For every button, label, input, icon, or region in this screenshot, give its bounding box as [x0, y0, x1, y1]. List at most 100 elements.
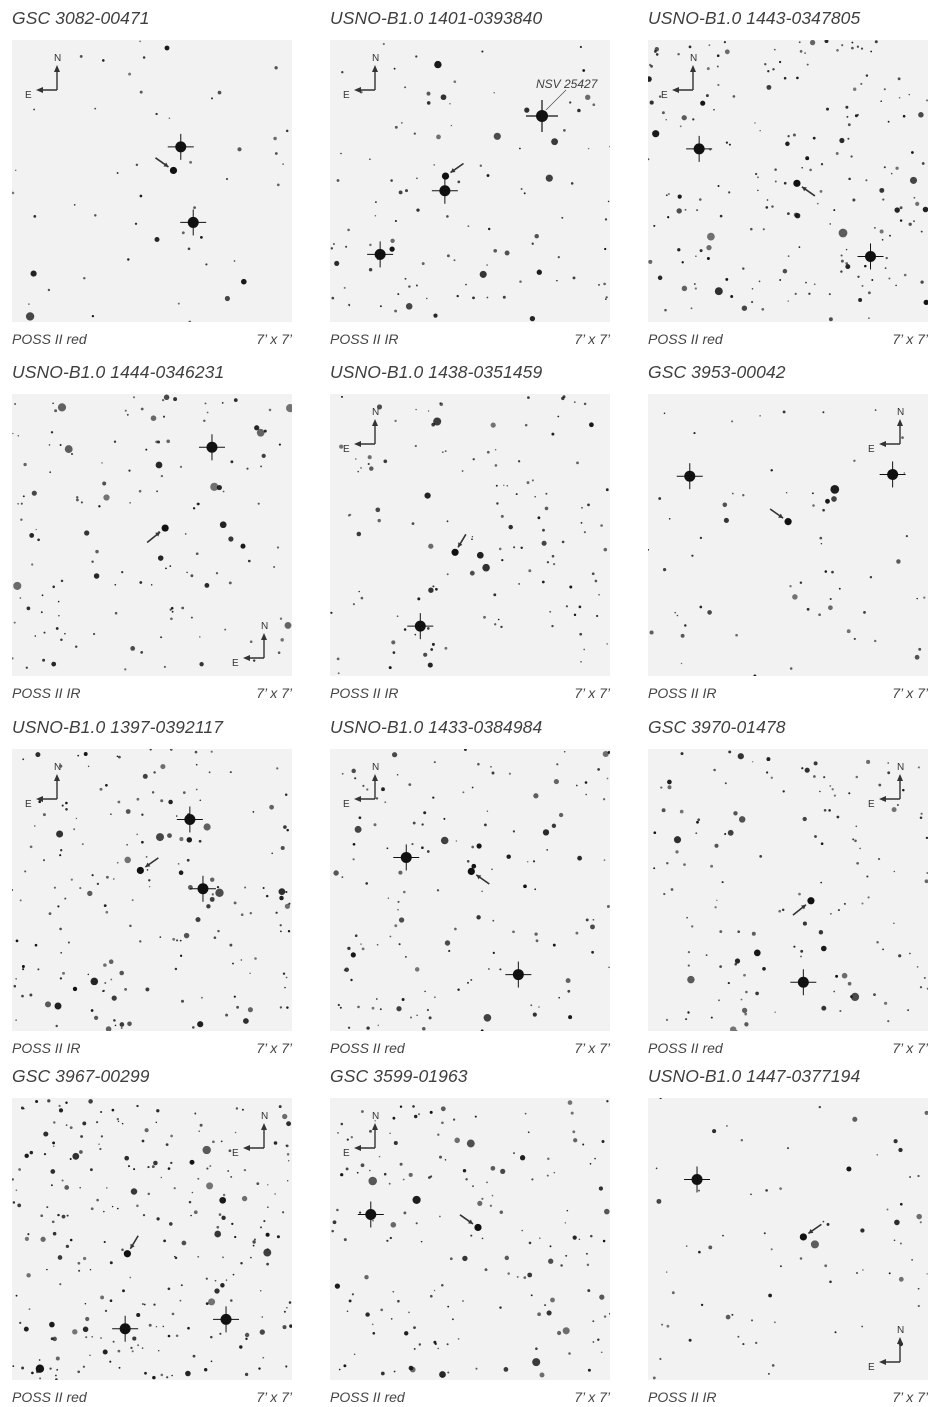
- north-label: N: [261, 621, 268, 632]
- east-label: E: [343, 799, 350, 810]
- finder-chart-panel: USNO-B1.0 1433-0384984 N E POSS II red 7’ x …: [330, 717, 610, 1057]
- target-star: [784, 518, 792, 526]
- bright-star: [189, 875, 216, 902]
- bright-star: [684, 1166, 711, 1193]
- survey-label: POSS II IR: [330, 685, 399, 701]
- field-stars: [333, 749, 610, 1031]
- compass-rose: NE: [868, 407, 904, 455]
- survey-label: POSS II red: [330, 1040, 405, 1056]
- survey-label: POSS II IR: [648, 1389, 717, 1405]
- target-arrow: [144, 857, 159, 868]
- panel-title: USNO-B1.0 1444-0346231: [12, 362, 225, 382]
- bright-star: [357, 1201, 384, 1228]
- panel-title: USNO-B1.0 1401-0393840: [330, 8, 543, 28]
- bright-star: [879, 461, 906, 488]
- panel-title: USNO-B1.0 1397-0392117: [12, 717, 224, 737]
- finder-chart-panel: GSC 3953-00042 N E POSS II IR 7’ x 7’: [648, 362, 928, 702]
- target-arrow: [129, 1235, 139, 1250]
- star-field-image: N E NSV 25427: [330, 40, 610, 322]
- compass-rose: NE: [232, 621, 268, 669]
- target-star: [474, 1223, 482, 1232]
- panel-title: GSC 3082-00471: [12, 8, 150, 28]
- north-label: N: [897, 1325, 904, 1336]
- target-arrow: [769, 508, 784, 519]
- finder-chart-panel: USNO-B1.0 1443-0347805 N E POSS II red 7’ x …: [648, 8, 928, 348]
- compass-rose: NE: [868, 762, 904, 810]
- survey-label: POSS II red: [330, 1389, 405, 1405]
- target-star: [807, 897, 815, 905]
- compass-rose: NE: [661, 53, 697, 101]
- bright-star: [407, 613, 434, 640]
- field-of-view-label: 7’ x 7’: [574, 331, 610, 347]
- field-of-view-label: 7’ x 7’: [256, 331, 292, 347]
- east-label: E: [868, 799, 875, 810]
- bright-star: [198, 434, 225, 461]
- compass-rose: NE: [343, 1111, 379, 1159]
- field-of-view-label: 7’ x 7’: [892, 1040, 928, 1056]
- field-of-view-label: 7’ x 7’: [892, 1389, 928, 1405]
- survey-label: POSS II IR: [330, 331, 399, 347]
- east-label: E: [343, 90, 350, 101]
- north-label: N: [261, 1111, 268, 1122]
- target-arrow: [457, 533, 467, 548]
- target-star: [136, 866, 144, 875]
- target-arrow: [792, 904, 807, 916]
- field-stars: [331, 1100, 610, 1378]
- east-label: E: [343, 1148, 350, 1159]
- bright-star: [213, 1306, 240, 1333]
- finder-chart-panel: GSC 3082-00471 N E POSS II red 7’ x 7’: [12, 8, 292, 348]
- survey-label: POSS II red: [12, 331, 87, 347]
- survey-label: POSS II red: [12, 1389, 87, 1405]
- field-stars: [648, 409, 926, 676]
- north-label: N: [690, 53, 697, 64]
- target-arrow: [807, 1223, 822, 1235]
- north-label: N: [372, 762, 379, 773]
- bright-star: [857, 243, 884, 270]
- panel-title: USNO-B1.0 1447-0377194: [648, 1066, 861, 1086]
- finder-chart-panel: GSC 3970-01478 N E POSS II red 7’ x 7’: [648, 717, 928, 1057]
- target-arrow: [155, 157, 169, 168]
- bright-star: [167, 133, 194, 160]
- finder-chart-panel: USNO-B1.0 1438-0351459 N E POSS II IR 7’ x 7…: [330, 362, 610, 702]
- bright-star: [176, 806, 203, 833]
- field-stars: [12, 40, 289, 322]
- field-stars: [12, 394, 292, 671]
- east-label: E: [232, 1148, 239, 1159]
- north-label: N: [54, 762, 61, 773]
- bright-star: [676, 463, 703, 490]
- survey-label: POSS II IR: [12, 685, 81, 701]
- survey-label: POSS II red: [648, 1040, 723, 1056]
- bright-star: [505, 961, 532, 988]
- field-of-view-label: 7’ x 7’: [574, 1040, 610, 1056]
- bright-star: [393, 844, 420, 871]
- field-of-view-label: 7’ x 7’: [574, 1389, 610, 1405]
- object-label: NSV 25427: [526, 77, 599, 132]
- finder-chart-panel: GSC 3967-00299 N E POSS II red 7’ x 7’: [12, 1066, 292, 1406]
- target-star: [467, 867, 475, 875]
- bright-star: [180, 209, 207, 236]
- east-label: E: [232, 658, 239, 669]
- panel-title: GSC 3953-00042: [648, 362, 786, 382]
- north-label: N: [372, 53, 379, 64]
- compass-rose: NE: [343, 762, 379, 810]
- finder-chart-panel: USNO-B1.0 1397-0392117 N E POSS II IR 7’ x 7…: [12, 717, 292, 1057]
- target-star: [161, 524, 169, 532]
- compass-rose: NE: [232, 1111, 268, 1159]
- target-arrow: [450, 162, 464, 174]
- finder-chart-panel: USNO-B1.0 1401-0393840 N E NSV 25427 POSS II…: [330, 8, 610, 348]
- field-of-view-label: 7’ x 7’: [574, 685, 610, 701]
- finder-chart-panel: GSC 3599-01963 N E POSS II red 7’ x 7’: [330, 1066, 610, 1406]
- compass-rose: NE: [25, 53, 61, 101]
- bright-star: [431, 177, 458, 204]
- finder-chart-panel: USNO-B1.0 1447-0377194 N E POSS II IR 7’ x 7…: [648, 1066, 928, 1406]
- survey-label: POSS II IR: [648, 685, 717, 701]
- target-arrow: [459, 1214, 474, 1225]
- target-star: [123, 1250, 131, 1258]
